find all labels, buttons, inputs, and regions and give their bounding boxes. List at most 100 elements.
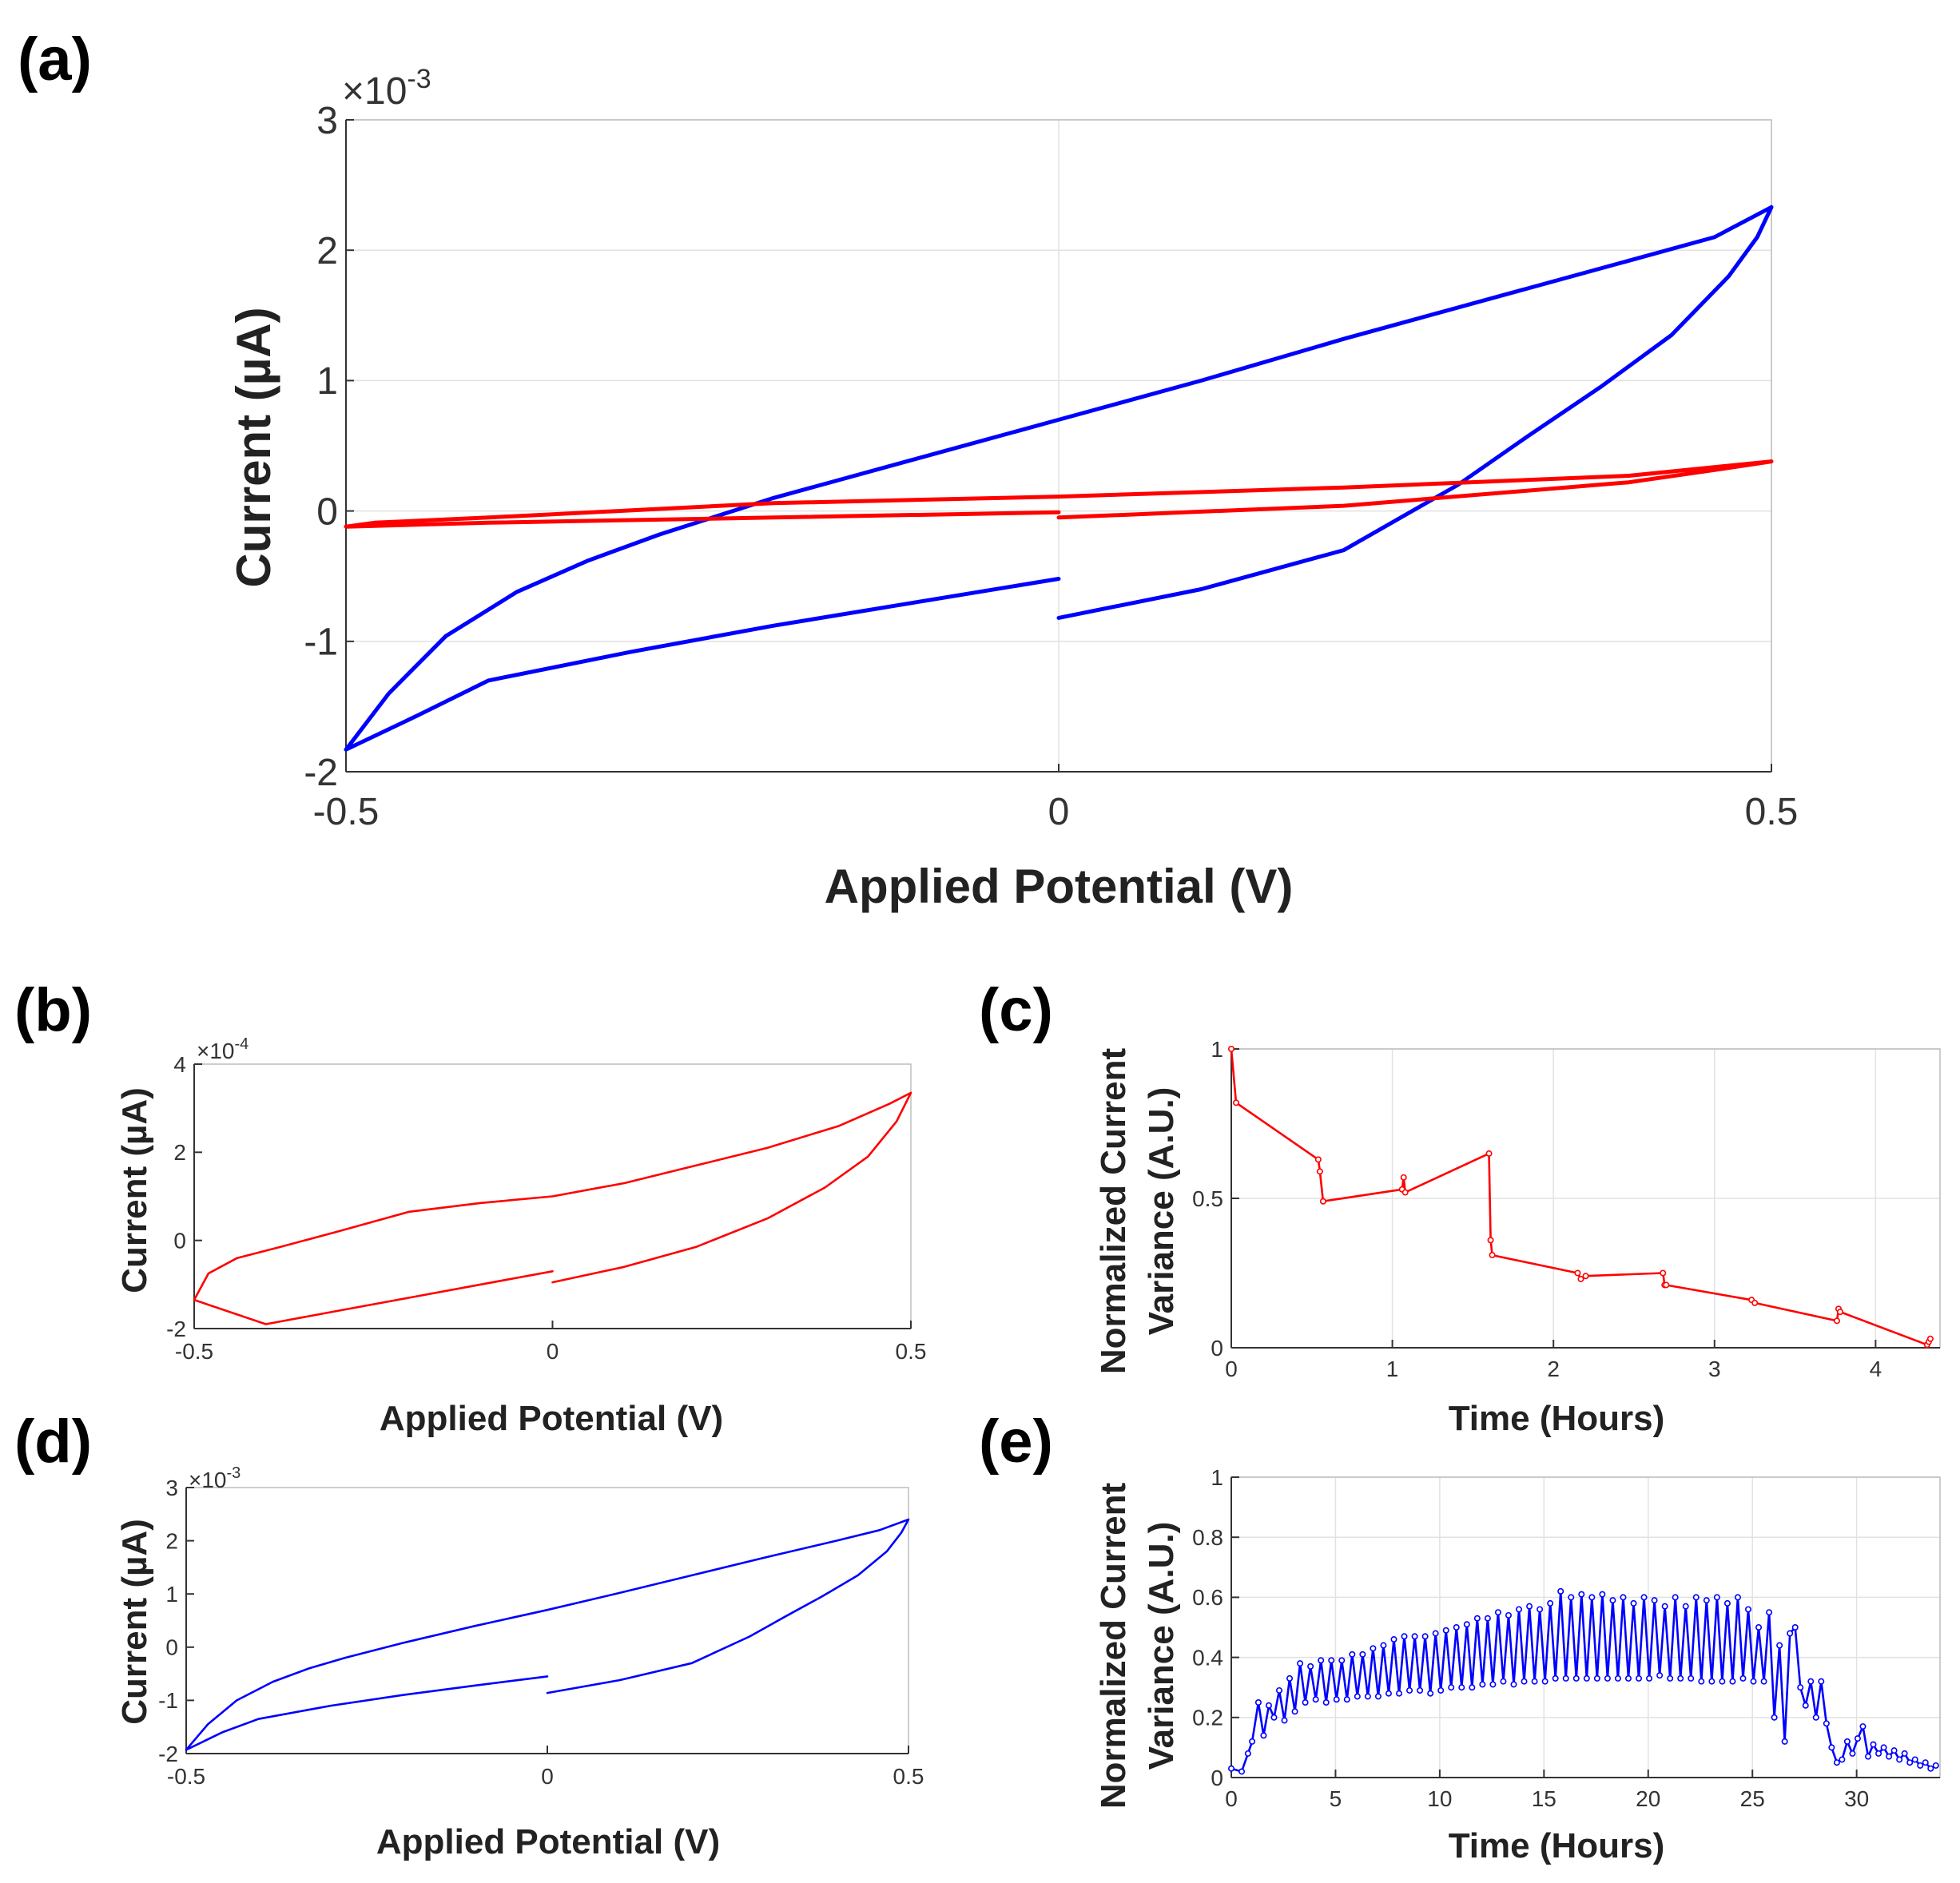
panel-c-ylabel-line1: Normalized Current <box>1094 1048 1133 1375</box>
panel-c-series-0-point <box>1833 1317 1840 1325</box>
panel-e-series-0-point <box>1870 1741 1877 1748</box>
panel-e-ytick-label-4: 0.8 <box>1192 1525 1223 1550</box>
panel-e-series-0-point <box>1302 1699 1309 1706</box>
panel-c-series-0-point <box>1660 1269 1667 1277</box>
panel-e-series-0-point <box>1510 1681 1517 1688</box>
panel-e-series-0-point <box>1636 1674 1643 1682</box>
panel-e-series-0-point <box>1417 1686 1424 1694</box>
panel-e-series-0-point <box>1473 1615 1481 1622</box>
panel-d-plot: -0.5 0 0.5 -2 -1 0 1 2 3 <box>158 1476 924 1789</box>
panel-e-series-0-point <box>1864 1753 1871 1760</box>
panel-a-label: (a) <box>18 26 92 93</box>
panel-e-series-0-point <box>1896 1756 1903 1763</box>
panel-e-series-0-point <box>1640 1594 1648 1601</box>
panel-e-plot: 0 5 10 15 20 25 30 0 0.2 0.4 0.6 0.8 1 <box>1192 1465 1941 1811</box>
panel-e-series-0-point <box>1875 1750 1882 1757</box>
panel-e-series-0-point <box>1297 1660 1304 1667</box>
panel-d-y-multiplier-base: ×10 <box>189 1468 227 1492</box>
panel-a-xtick-label-1: 0 <box>1048 791 1070 833</box>
panel-e-series-0-point <box>1614 1674 1621 1682</box>
panel-e-series-0-point <box>1249 1738 1256 1745</box>
panel-e-series-0-point <box>1547 1599 1554 1607</box>
panel-b-ytick-label-2: 2 <box>173 1140 186 1165</box>
panel-e-series-0-point <box>1818 1678 1825 1685</box>
panel-e-series-0-point <box>1537 1606 1544 1613</box>
panel-e-xtick-label-5: 25 <box>1740 1786 1765 1811</box>
panel-c-plot: 0 1 2 3 4 0 0.5 1 <box>1192 1037 1941 1381</box>
panel-e-label: (e) <box>979 1408 1053 1476</box>
panel-d: (d) -0.5 0 0.5 -2 -1 0 1 2 3 ×10-3 Applied Poten… <box>14 1408 924 1861</box>
panel-e-series-0-point <box>1723 1599 1731 1607</box>
panel-e-series-0-point <box>1238 1768 1246 1775</box>
panel-e-series-0-point <box>1458 1684 1465 1691</box>
panel-e-series-0-point <box>1427 1690 1434 1697</box>
panel-c-ylabel-line2: Variance (A.U.) <box>1142 1087 1181 1336</box>
panel-e-series-0-point <box>1500 1678 1507 1685</box>
panel-e-series-0-point <box>1421 1633 1429 1640</box>
panel-b-y-multiplier: ×10-4 <box>197 1035 248 1063</box>
panel-c-xtick-label-4: 4 <box>1870 1357 1882 1381</box>
panel-e-series-0-point <box>1291 1708 1298 1715</box>
panel-e-series-0-point <box>1338 1657 1346 1664</box>
panel-e-series-0-point <box>1318 1657 1325 1664</box>
panel-e-series-0-point <box>1797 1684 1804 1691</box>
panel-c-series-0-point <box>1400 1174 1407 1181</box>
panel-e-series-0-point <box>1927 1765 1934 1772</box>
panel-e-series-0-point <box>1333 1696 1340 1703</box>
panel-e-series-0-point <box>1370 1645 1377 1652</box>
panel-e-series-0-point <box>1322 1699 1330 1706</box>
panel-b-xlabel: Applied Potential (V) <box>380 1399 723 1438</box>
panel-e-series-0-point <box>1708 1678 1715 1685</box>
panel-a-ytick-label-3: 1 <box>316 360 338 403</box>
panel-b-ytick-label-1: 0 <box>173 1228 186 1253</box>
panel-e-series-0-point <box>1624 1674 1632 1682</box>
panel-d-xlabel: Applied Potential (V) <box>376 1822 720 1861</box>
panel-e-series-0-point <box>1583 1674 1590 1682</box>
panel-b: (b) -0.5 0 0.5 -2 0 2 4 ×10-4 Applied Potentia… <box>14 976 926 1438</box>
panel-e-series-0-point <box>1646 1674 1653 1682</box>
panel-e-series-0-point <box>1791 1624 1799 1631</box>
panel-d-ytick-label-0: -2 <box>158 1742 178 1766</box>
panel-e-series-0-point <box>1516 1606 1523 1613</box>
panel-e-series-0-point <box>1651 1597 1658 1604</box>
panel-e-series-0-point <box>1620 1594 1627 1601</box>
panel-e-ylabel-line2: Variance (A.U.) <box>1142 1522 1181 1770</box>
panel-a-ytick-label-0: -2 <box>304 752 338 794</box>
panel-e-series-0-point <box>1854 1735 1861 1742</box>
panel-c-xtick-label-2: 2 <box>1547 1357 1560 1381</box>
panel-e-ytick-label-5: 1 <box>1211 1465 1223 1490</box>
panel-d-ytick-label-2: 0 <box>165 1635 178 1660</box>
panel-c-xlabel: Time (Hours) <box>1449 1399 1665 1438</box>
panel-e-series-0-point <box>1411 1633 1418 1640</box>
panel-e-series-0-point <box>1922 1759 1929 1766</box>
panel-e-series-0-point <box>1541 1678 1549 1685</box>
panel-e-series-0-point <box>1906 1759 1914 1766</box>
panel-e-series-0-point <box>1349 1651 1356 1658</box>
panel-e-series-0-point <box>1557 1587 1564 1595</box>
panel-e-series-0-point <box>1489 1681 1497 1688</box>
panel-e-series-0-point <box>1374 1693 1382 1700</box>
panel-e-series-0-point <box>1385 1690 1392 1697</box>
panel-a-series-0-line <box>344 205 1774 752</box>
panel-e-series-0-point <box>1839 1756 1846 1763</box>
panel-c-series-0-point <box>1233 1099 1240 1106</box>
panel-e-series-0-point <box>1469 1684 1476 1691</box>
panel-b-ytick-label-3: 4 <box>173 1052 186 1077</box>
panel-b-xtick-label-0: -0.5 <box>175 1339 213 1364</box>
panel-e-series-0-point <box>1682 1603 1689 1610</box>
panel-c-xtick-label-3: 3 <box>1708 1357 1721 1381</box>
panel-a-ytick-label-5: 3 <box>316 100 338 142</box>
panel-e-ytick-label-1: 0.2 <box>1192 1706 1223 1730</box>
panel-e-series-0-point <box>1677 1674 1684 1682</box>
panel-e-series-0-point <box>1380 1642 1387 1649</box>
panel-e-series-0-point <box>1880 1744 1887 1751</box>
panel-b-xtick-label-1: 0 <box>547 1339 559 1364</box>
panel-e-series-0-point <box>1328 1657 1335 1664</box>
panel-e-series-0-point <box>1406 1686 1413 1694</box>
panel-c-series-0-point <box>1401 1189 1409 1196</box>
panel-e-series-0-point <box>1766 1609 1773 1616</box>
panel-e-xtick-label-1: 5 <box>1330 1786 1342 1811</box>
panel-e-series-0-point <box>1823 1720 1830 1727</box>
panel-e-series-0-point <box>1588 1594 1596 1601</box>
